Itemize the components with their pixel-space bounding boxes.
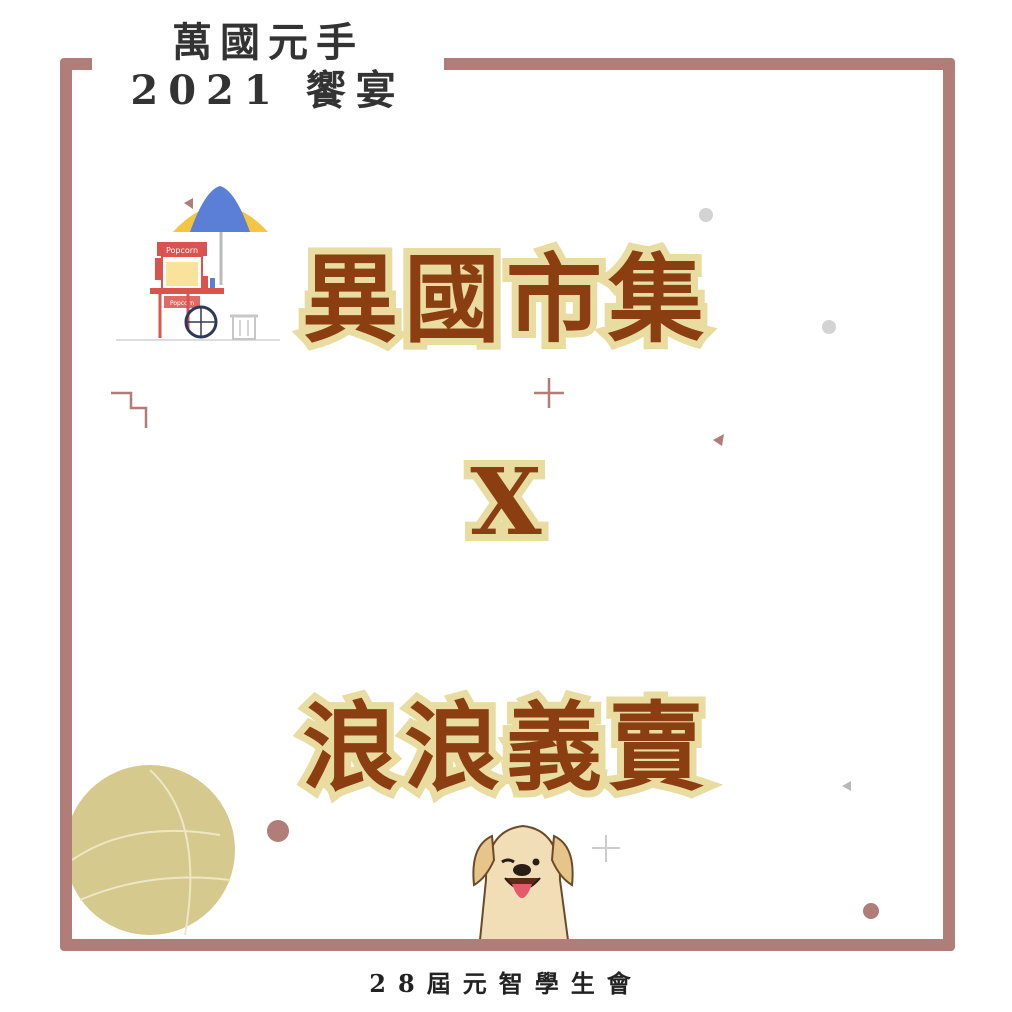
zigzag-icon	[111, 391, 148, 428]
triangle-icon	[184, 198, 193, 209]
headline-market: 異國市集	[295, 236, 711, 363]
frame-gap	[92, 50, 444, 74]
event-title: 萬國元手	[172, 19, 364, 66]
organizer-credit: 28屆元智學生會	[369, 969, 643, 998]
headline-cross: X	[463, 441, 548, 563]
headline-charity-sale: 浪浪義賣	[295, 684, 711, 811]
dog-icon	[472, 824, 574, 941]
popcorn-cart-icon: Popcorn Popcorn	[116, 186, 280, 341]
cart-sign-bottom: Popcorn	[170, 300, 194, 307]
accent-dot	[863, 903, 879, 919]
grey-dot	[822, 320, 836, 334]
grey-dot	[699, 208, 713, 222]
plus-icon	[592, 835, 620, 862]
plus-icon	[534, 378, 564, 408]
yellow-circle	[72, 765, 235, 936]
triangle-icon	[713, 434, 724, 446]
poster-frame	[60, 58, 955, 951]
triangle-icon	[842, 781, 851, 791]
event-header: 萬國元手 2021 饗宴	[92, 18, 444, 114]
event-subtitle: 2021 饗宴	[130, 67, 406, 114]
cart-sign-top: Popcorn	[166, 246, 198, 255]
accent-dot	[267, 820, 289, 842]
